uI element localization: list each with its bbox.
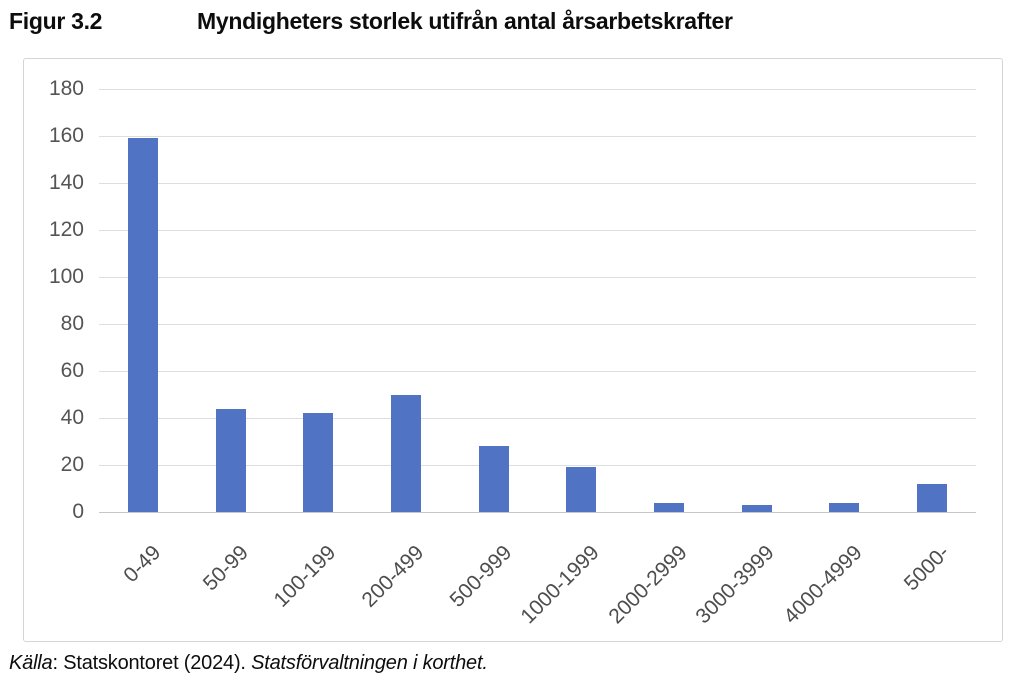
bar-500-999 (478, 446, 509, 512)
y-tick-label: 160 (48, 124, 84, 147)
figure-title: Myndigheters storlek utifrån antal årsar… (197, 8, 733, 34)
gridline (99, 465, 976, 466)
bar-100-199 (303, 413, 334, 512)
y-tick-label: 140 (48, 171, 84, 194)
bar-2000-2999 (654, 502, 685, 512)
bar-200-499 (390, 394, 421, 512)
y-tick-label: 60 (60, 359, 84, 382)
gridline (99, 89, 976, 90)
bar-3000-3999 (741, 504, 772, 512)
figure-title-row: Figur 3.2 Myndigheters storlek utifrån a… (0, 6, 1024, 40)
bar-50-99 (215, 408, 246, 512)
gridline (99, 371, 976, 372)
x-tick-label: 50-99 (198, 541, 253, 596)
y-tick-label: 180 (48, 77, 84, 100)
x-tick-label: 200-499 (357, 541, 429, 612)
x-tick-label: 3000-3999 (691, 541, 780, 629)
y-tick-label: 120 (48, 218, 84, 241)
x-tick-label: 0-49 (119, 541, 166, 587)
bar-4000-4999 (829, 502, 860, 512)
x-tick-label: 100-199 (269, 541, 341, 612)
source-label: Källa (9, 652, 53, 674)
source-work: Statsförvaltningen i korthet. (251, 652, 488, 674)
y-tick-label: 40 (60, 406, 84, 429)
x-tick-label: 1000-1999 (516, 541, 604, 629)
y-tick-label: 100 (48, 265, 84, 288)
gridline (99, 136, 976, 137)
x-tick-label: 500-999 (445, 541, 516, 612)
y-tick-label: 80 (60, 312, 84, 335)
gridline (99, 418, 976, 419)
gridline (99, 277, 976, 278)
gridline (99, 183, 976, 184)
x-tick-label: 5000- (900, 541, 955, 596)
gridline (99, 324, 976, 325)
x-axis-line (99, 512, 976, 513)
y-tick-label: 0 (72, 500, 84, 523)
y-tick-label: 20 (60, 453, 84, 476)
plot-area: 0 20 40 60 80 100 120 140 160 180 0-49 50-99 100-199… (24, 59, 1002, 641)
gridline (99, 230, 976, 231)
bar-5000- (917, 483, 948, 512)
bar-0-49 (127, 138, 158, 512)
source-note: Källa: Statskontoret (2024). Statsförval… (9, 652, 488, 675)
bar-chart: 0 20 40 60 80 100 120 140 160 180 0-49 50-99 100-199… (23, 58, 1003, 642)
bar-1000-1999 (566, 467, 597, 512)
x-tick-label: 4000-4999 (779, 541, 867, 629)
figure-number: Figur 3.2 (9, 8, 103, 34)
source-text: : Statskontoret (2024). (52, 652, 252, 674)
x-tick-label: 2000-2999 (604, 541, 692, 629)
